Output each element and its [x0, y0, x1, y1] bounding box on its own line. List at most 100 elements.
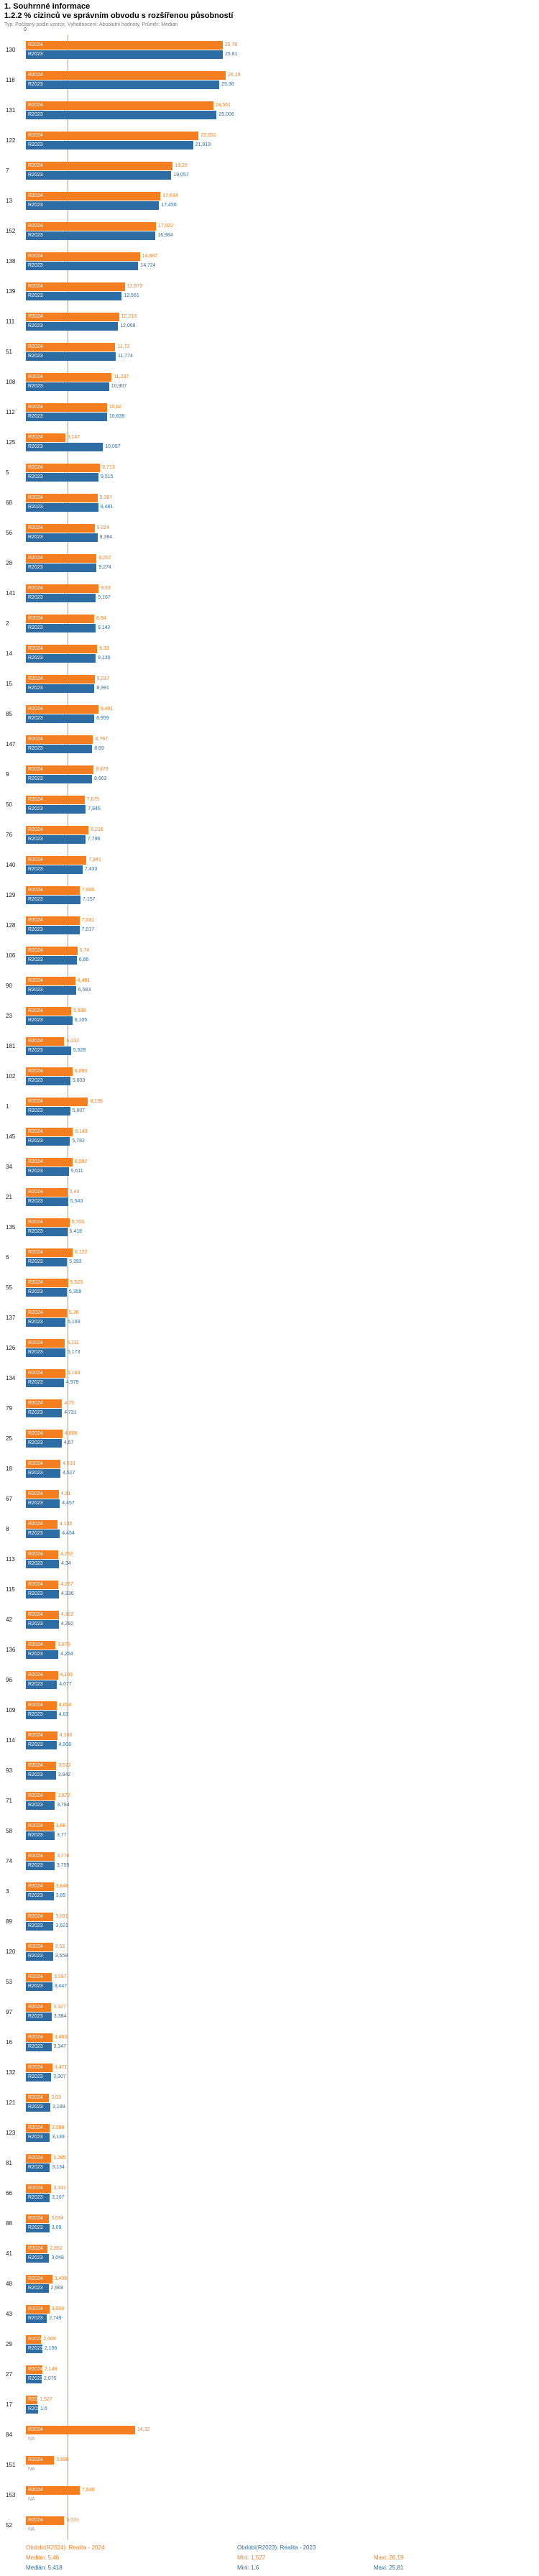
bar-group: 125 R2024 5,147 R2023 10,097 — [0, 427, 539, 457]
bar-value-r2024: 3,327 — [53, 2005, 66, 2010]
bar-value-r2023: 9,481 — [100, 505, 114, 510]
bar-value-r2024: 3,776 — [57, 1854, 70, 1859]
bar-series-label-r2024: R2024 — [28, 2336, 41, 2342]
bar-r2023: R2023 — [26, 1076, 70, 1085]
bar-r2023: R2023 — [26, 684, 95, 693]
bar-value-r2024: 11,237 — [114, 374, 129, 380]
bar-group: 136 R2024 3,876 R2023 4,264 — [0, 1634, 539, 1665]
bar-group: 132 R2024 3,471 R2023 3,307 — [0, 2057, 539, 2087]
legend-max-r2024: Maxi: 26,19 — [374, 2554, 404, 2561]
row-id-label: 136 — [6, 1646, 16, 1653]
bar-series-label-r2023: R2023 — [28, 81, 43, 87]
row-id-label: 145 — [6, 1133, 16, 1140]
bar-series-label-r2024: R2024 — [28, 344, 43, 349]
bar-group: 74 R2024 3,776 R2023 3,755 — [0, 1846, 539, 1876]
bar-group: 108 R2024 11,237 R2023 10,907 — [0, 367, 539, 397]
bar-pair: R2024 5,36 R2023 5,193 — [26, 1308, 539, 1327]
bar-line-r2024: R2024 3,285 — [26, 2153, 539, 2163]
bar-pair: R2024 7,048 NA — [26, 2485, 539, 2504]
bar-line-r2024: R2024 5,032 — [26, 1036, 539, 1046]
legend-stats-r2024: Medián: 5,46 Mini: 1,527 Maxi: 26,19 — [0, 2554, 539, 2564]
bar-value-r2024: 3,66 — [55, 1823, 66, 1828]
bar-group: 121 R2024 3,03 R2023 3,199 — [0, 2087, 539, 2117]
bar-value-r2023: 3,621 — [55, 1923, 68, 1928]
bar-r2023: R2023 — [26, 1800, 55, 1810]
bar-series-label-r2023: R2023 — [28, 142, 43, 147]
bar-pair: R2024 3,098 R2023 3,139 — [26, 2123, 539, 2142]
bar-value-r2023: 5,833 — [72, 1078, 86, 1083]
bar-series-label-r2023: R2023 — [28, 1077, 43, 1083]
bar-series-label-r2024: R2024 — [28, 253, 43, 259]
bar-group: 120 R2024 3,53 R2023 3,559 — [0, 1936, 539, 1966]
bar-group: 7 R2024 19,25 R2023 19,057 — [0, 155, 539, 185]
bar-value-r2024: 6,092 — [74, 1159, 88, 1164]
bar-value-r2024: 9,387 — [99, 495, 113, 500]
bar-series-label-r2023: R2023 — [28, 1198, 43, 1204]
bar-pair: R2024 4,267 R2023 4,336 — [26, 1580, 539, 1598]
bar-value-r2024: 3,872 — [57, 1793, 70, 1798]
bar-series-label-r2024: R2024 — [28, 1672, 43, 1678]
bar-value-r2024: 3,972 — [58, 1763, 71, 1768]
bar-series-label-r2023: R2023 — [28, 2104, 43, 2110]
row-id-label: 138 — [6, 257, 16, 264]
bar-line-r2023: NA — [26, 2434, 539, 2444]
bar-series-label-r2024: R2024 — [28, 434, 43, 440]
bar-line-r2023: R2023 12,561 — [26, 291, 539, 300]
bar-r2024: R2024 — [26, 1731, 57, 1740]
bar-series-label-r2023: R2023 — [28, 957, 43, 962]
bar-pair: R2024 3,327 R2023 3,384 — [26, 2002, 539, 2021]
bar-value-r2023: 11,774 — [118, 354, 133, 359]
bar-group: 67 R2024 4,31 R2023 4,457 — [0, 1484, 539, 1514]
bar-line-r2023: R2023 5,418 — [26, 1227, 539, 1236]
bar-value-r2023: 5,393 — [69, 1259, 82, 1264]
bar-value-r2023: 3,347 — [53, 2044, 67, 2049]
bar-value-r2024: 4,303 — [60, 1612, 74, 1617]
row-id-label: 14 — [6, 650, 12, 657]
bar-group: 88 R2024 3,034 R2023 3,09 — [0, 2208, 539, 2238]
bar-value-r2024: 9,024 — [96, 525, 110, 530]
bar-line-r2024: R2024 3,876 — [26, 1640, 539, 1650]
bar-value-r2023: 2,968 — [50, 2286, 64, 2291]
bar-series-label-r2023: R2023 — [28, 1953, 43, 1959]
bar-pair: R2024 4,533 R2023 4,527 — [26, 1459, 539, 1478]
bar-series-label-r2024: R2024 — [28, 2457, 43, 2462]
bar-r2024: R2024 — [26, 493, 98, 502]
bar-line-r2024: R2024 22,651 — [26, 131, 539, 140]
bar-pair: R2024 7,941 R2023 7,433 — [26, 855, 539, 874]
bar-series-label-r2023: R2023 — [28, 564, 43, 570]
bar-value-r2024: 8,136 — [90, 1099, 103, 1104]
bar-series-label-r2024: R2024 — [28, 494, 43, 500]
bar-pair: R2024 5,939 R2023 6,105 — [26, 1006, 539, 1025]
bar-pair: R2024 4,108 R2023 4,008 — [26, 1731, 539, 1749]
bar-line-r2023: R2023 3,307 — [26, 2072, 539, 2082]
bar-line-r2024: R2024 3,471 — [26, 2063, 539, 2072]
bar-series-label-r2023: R2023 — [28, 1349, 43, 1355]
bar-value-r2024: 4,108 — [59, 1733, 73, 1738]
bar-value-r2023: 1,6 — [40, 2406, 47, 2411]
bar-value-r2024: 4,135 — [59, 1522, 73, 1527]
bar-r2024: R2024 — [26, 553, 97, 563]
bar-value-r2024: 5,111 — [67, 1340, 79, 1346]
bar-r2023: R2023 — [26, 382, 109, 391]
bar-series-label-r2024: R2024 — [28, 1189, 43, 1195]
bar-r2024: R2024 — [26, 1852, 55, 1861]
bar-series-label-r2023: R2023 — [28, 2043, 43, 2049]
bar-value-r2023: NA — [28, 2467, 35, 2472]
row-id-label: 97 — [6, 2008, 12, 2015]
bar-line-r2024: R2024 4,108 — [26, 1731, 539, 1740]
bar-r2024: R2024 — [26, 40, 223, 50]
bar-series-label-r2024: R2024 — [28, 1370, 43, 1376]
bar-group: 34 R2024 6,092 R2023 5,611 — [0, 1151, 539, 1182]
bar-value-r2024: 3,53 — [55, 1944, 65, 1949]
bar-series-label-r2024: R2024 — [28, 2185, 43, 2191]
bar-series-label-r2023: R2023 — [28, 353, 43, 359]
bar-line-r2023: R2023 10,907 — [26, 382, 539, 391]
row-id-label: 128 — [6, 921, 16, 929]
row-id-label: 106 — [6, 952, 16, 959]
bar-r2024: R2024 — [26, 1459, 61, 1468]
bar-pair: R2024 17,022 R2023 16,984 — [26, 221, 539, 240]
indicator-meta: Typ: Počítaný podle vzorce, Vyhodnocení:… — [4, 22, 178, 27]
bar-pair: R2024 3,285 R2023 3,134 — [26, 2153, 539, 2172]
bar-r2024: R2024 — [26, 946, 78, 955]
bar-line-r2024: R2024 17,022 — [26, 221, 539, 231]
